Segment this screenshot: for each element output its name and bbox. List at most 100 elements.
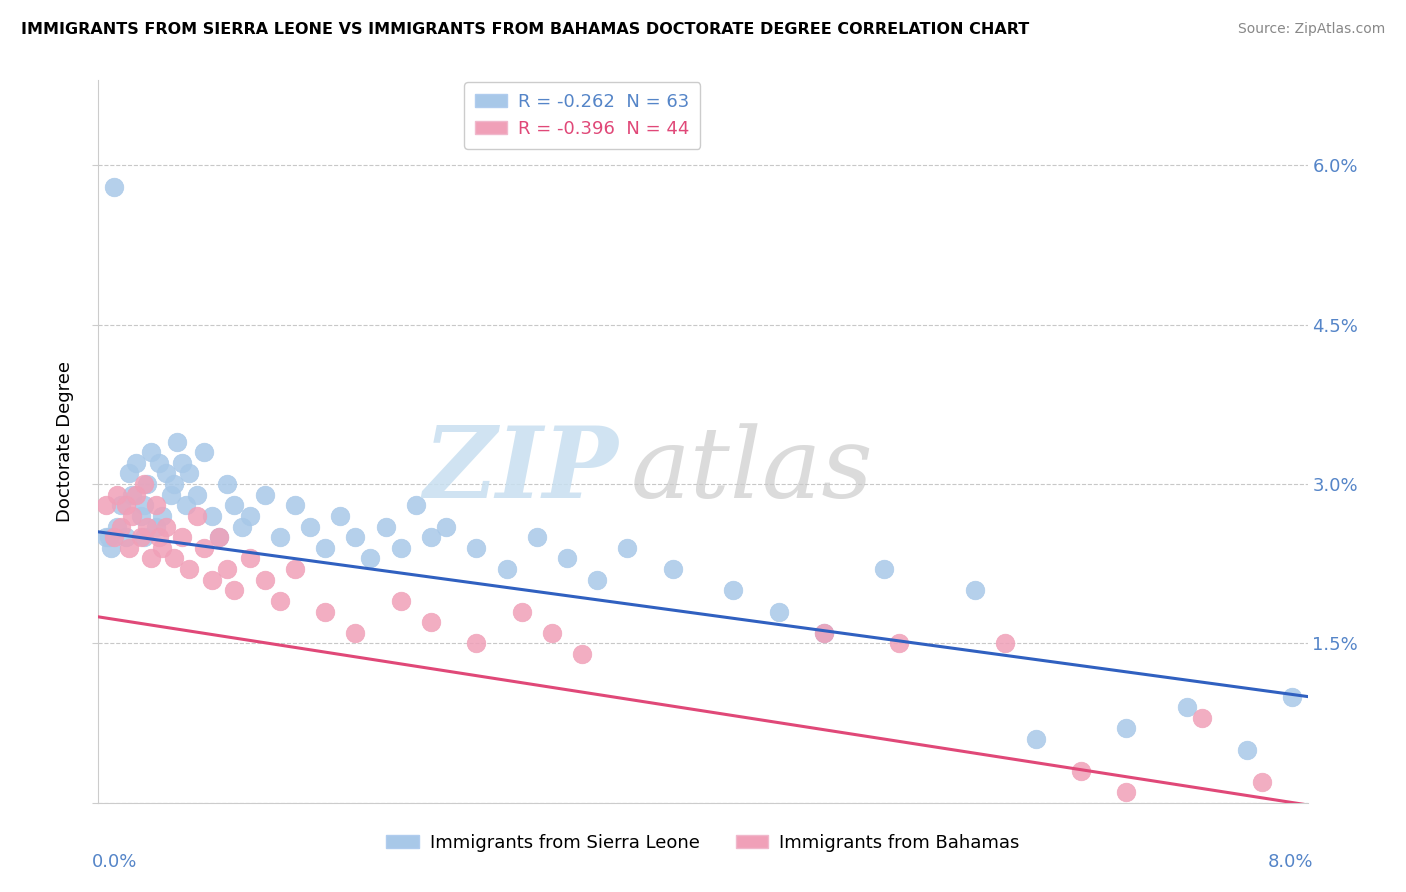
Point xyxy=(1115,722,1137,736)
Point xyxy=(170,456,193,470)
Point xyxy=(510,605,533,619)
Point xyxy=(889,636,911,650)
Point xyxy=(201,508,224,523)
Point xyxy=(132,530,155,544)
Point xyxy=(329,508,352,523)
Point xyxy=(121,488,143,502)
Point xyxy=(1070,764,1092,778)
Point xyxy=(1115,785,1137,799)
Text: atlas: atlas xyxy=(630,423,873,518)
Point xyxy=(224,583,246,598)
Point xyxy=(813,625,835,640)
Point xyxy=(555,551,578,566)
Point xyxy=(110,498,132,512)
Point xyxy=(163,551,186,566)
Point xyxy=(155,467,177,481)
Point xyxy=(215,477,238,491)
Point xyxy=(170,530,193,544)
Point xyxy=(215,562,238,576)
Point xyxy=(465,541,488,555)
Point xyxy=(299,519,322,533)
Point xyxy=(94,530,117,544)
Point xyxy=(1236,742,1258,756)
Point xyxy=(186,488,208,502)
Point xyxy=(160,488,183,502)
Point xyxy=(231,519,253,533)
Point xyxy=(193,445,215,459)
Point xyxy=(148,456,170,470)
Point xyxy=(179,467,201,481)
Point xyxy=(813,625,835,640)
Legend: Immigrants from Sierra Leone, Immigrants from Bahamas: Immigrants from Sierra Leone, Immigrants… xyxy=(380,826,1026,859)
Point xyxy=(571,647,593,661)
Point xyxy=(269,594,291,608)
Point xyxy=(994,636,1017,650)
Point xyxy=(495,562,517,576)
Point xyxy=(314,605,336,619)
Point xyxy=(132,498,155,512)
Point xyxy=(103,179,125,194)
Point xyxy=(540,625,562,640)
Point xyxy=(420,530,443,544)
Point xyxy=(163,477,186,491)
Point xyxy=(873,562,896,576)
Point xyxy=(141,551,163,566)
Point xyxy=(389,541,412,555)
Point xyxy=(148,530,170,544)
Point xyxy=(110,519,132,533)
Point xyxy=(94,498,117,512)
Point xyxy=(201,573,224,587)
Point xyxy=(150,508,173,523)
Point xyxy=(723,583,745,598)
Point xyxy=(150,541,173,555)
Point xyxy=(186,508,208,523)
Point xyxy=(125,488,148,502)
Point xyxy=(314,541,336,555)
Point xyxy=(145,498,167,512)
Point xyxy=(239,551,262,566)
Text: ZIP: ZIP xyxy=(423,422,619,518)
Text: IMMIGRANTS FROM SIERRA LEONE VS IMMIGRANTS FROM BAHAMAS DOCTORATE DEGREE CORRELA: IMMIGRANTS FROM SIERRA LEONE VS IMMIGRAN… xyxy=(21,22,1029,37)
Point xyxy=(1191,711,1213,725)
Point xyxy=(100,541,122,555)
Point xyxy=(344,530,367,544)
Point xyxy=(768,605,790,619)
Text: 0.0%: 0.0% xyxy=(93,854,138,871)
Point xyxy=(284,562,307,576)
Point xyxy=(965,583,987,598)
Point xyxy=(103,530,125,544)
Point xyxy=(239,508,262,523)
Point xyxy=(105,519,128,533)
Point xyxy=(105,488,128,502)
Point xyxy=(269,530,291,544)
Point xyxy=(135,519,157,533)
Point xyxy=(1175,700,1198,714)
Point xyxy=(465,636,488,650)
Point xyxy=(132,477,155,491)
Point xyxy=(224,498,246,512)
Point xyxy=(141,445,163,459)
Text: 8.0%: 8.0% xyxy=(1268,854,1313,871)
Point xyxy=(208,530,231,544)
Point xyxy=(155,519,177,533)
Point xyxy=(586,573,609,587)
Point xyxy=(344,625,367,640)
Point xyxy=(118,467,141,481)
Point xyxy=(253,573,276,587)
Point xyxy=(526,530,548,544)
Point xyxy=(1281,690,1303,704)
Point xyxy=(125,456,148,470)
Point xyxy=(389,594,412,608)
Point xyxy=(661,562,683,576)
Point xyxy=(1251,774,1274,789)
Point xyxy=(616,541,638,555)
Point xyxy=(166,434,188,449)
Point xyxy=(434,519,457,533)
Point xyxy=(193,541,215,555)
Point xyxy=(405,498,427,512)
Point xyxy=(179,562,201,576)
Point xyxy=(114,498,136,512)
Point xyxy=(420,615,443,630)
Point xyxy=(284,498,307,512)
Point xyxy=(174,498,197,512)
